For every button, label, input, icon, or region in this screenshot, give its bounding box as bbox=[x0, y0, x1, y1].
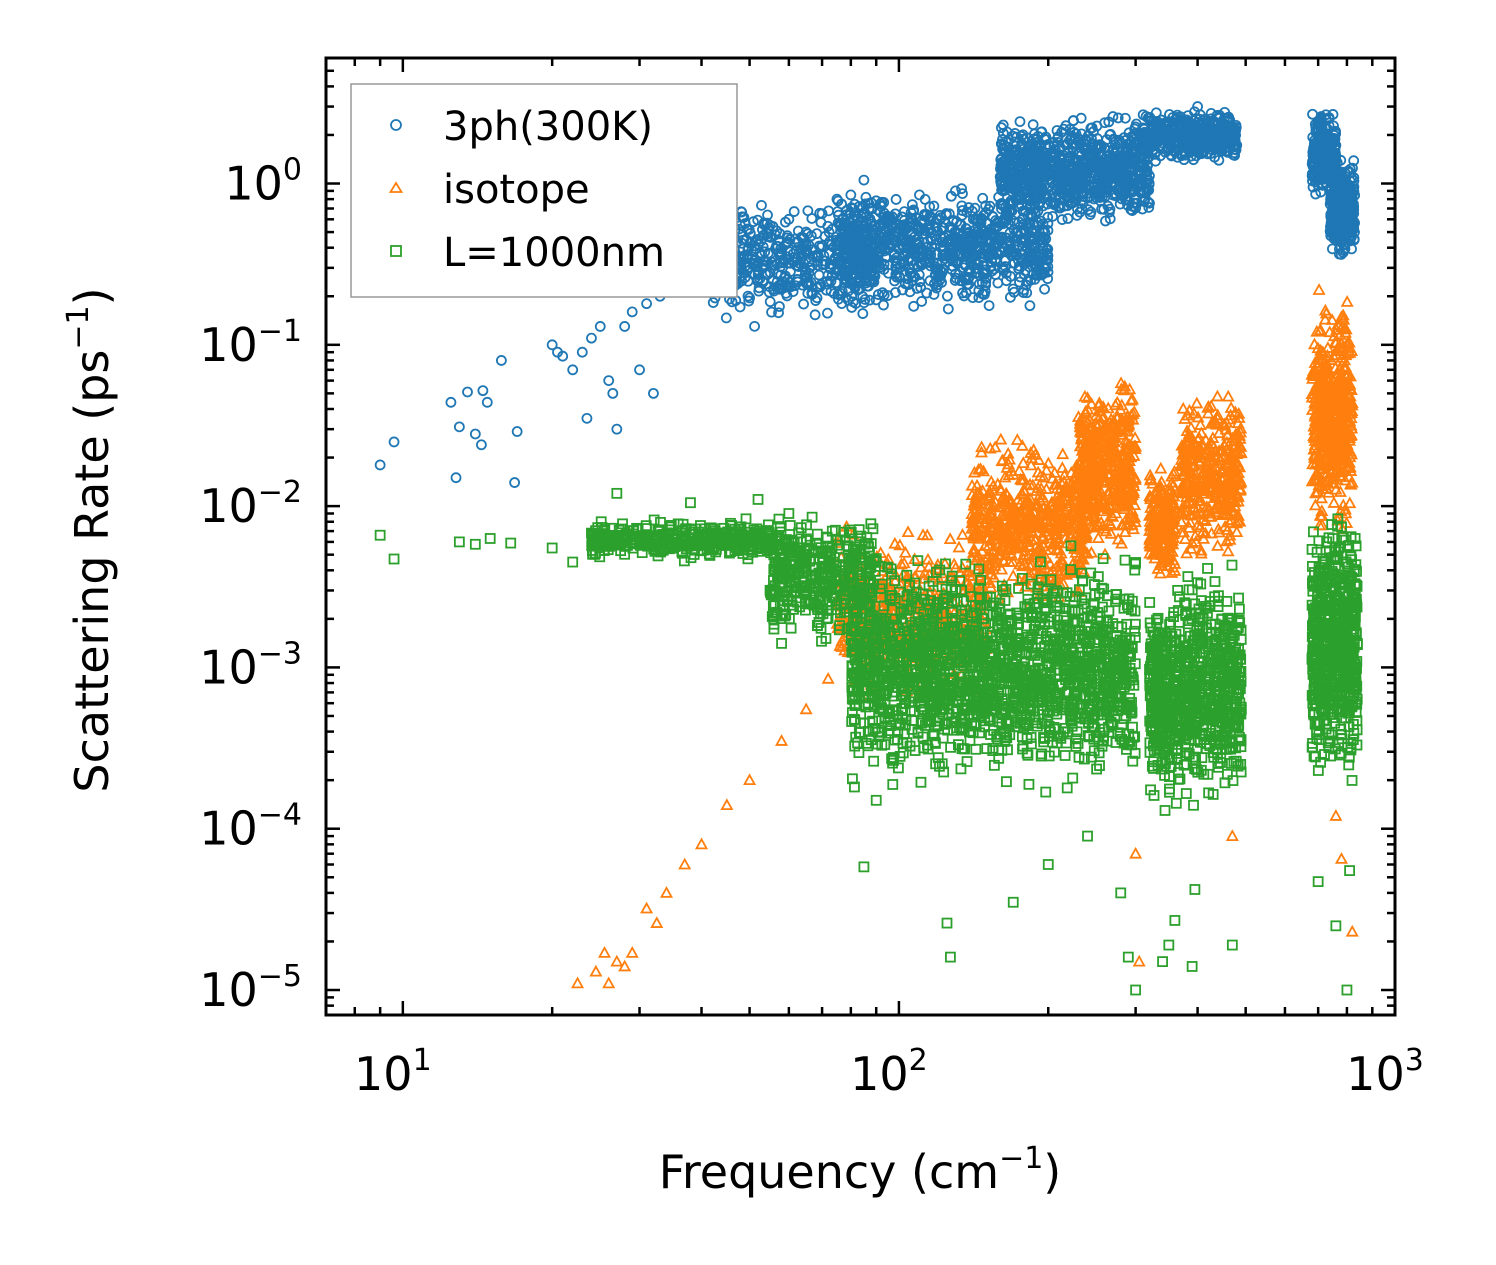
point-0-0-439 bbox=[749, 320, 760, 332]
point-0-0-69 bbox=[857, 308, 869, 319]
point-0-0-405 bbox=[776, 249, 787, 260]
point-0-0-420 bbox=[764, 281, 775, 293]
point-0-0-431 bbox=[764, 296, 776, 308]
point-0-0-330 bbox=[806, 287, 818, 299]
point-0-0-486 bbox=[766, 306, 777, 318]
point-0-0-213 bbox=[773, 307, 784, 319]
point-0-1-291 bbox=[957, 188, 968, 200]
point-0-0-493 bbox=[782, 236, 793, 248]
point-0-1-288 bbox=[942, 303, 954, 315]
point-0-1-133 bbox=[908, 300, 920, 312]
point-0-0-29 bbox=[870, 294, 882, 306]
point-0-0-234 bbox=[742, 244, 754, 256]
point-0-0-166 bbox=[756, 199, 767, 211]
point-0-1-320 bbox=[928, 289, 940, 300]
point-0-0-478 bbox=[761, 217, 773, 229]
point-0-0-412 bbox=[771, 276, 783, 288]
point-0-1-373 bbox=[928, 200, 940, 212]
point-0-0-100 bbox=[802, 287, 814, 299]
point-0-1-169 bbox=[916, 296, 928, 307]
point-0-0-468 bbox=[751, 261, 762, 273]
point-0-0-464 bbox=[740, 234, 752, 246]
point-0-0-40 bbox=[742, 290, 754, 302]
point-0-0-417 bbox=[736, 211, 748, 223]
point-0-0-339 bbox=[743, 295, 755, 307]
point-0-0-480 bbox=[793, 261, 805, 272]
point-0-0-481 bbox=[796, 247, 807, 259]
point-0-0-224 bbox=[847, 296, 859, 308]
point-0-0-382 bbox=[707, 297, 719, 309]
point-0-0-46 bbox=[798, 298, 809, 310]
point-0-0-118 bbox=[822, 307, 833, 319]
point-0-0-344 bbox=[814, 281, 826, 293]
plot-area bbox=[374, 101, 1363, 996]
point-0-0-360 bbox=[765, 248, 776, 260]
point-0-0-471 bbox=[812, 251, 824, 262]
point-0-0-425 bbox=[774, 301, 785, 312]
point-0-0-494 bbox=[768, 259, 779, 271]
point-0-0-376 bbox=[789, 280, 801, 292]
point-0-0-229 bbox=[822, 220, 834, 232]
point-0-0-435 bbox=[821, 276, 833, 287]
point-0-0-459 bbox=[747, 257, 759, 269]
point-0-0-141 bbox=[806, 213, 818, 224]
point-0-1-57 bbox=[983, 300, 995, 312]
point-0-0-465 bbox=[741, 250, 753, 262]
point-0-0-271 bbox=[809, 309, 821, 321]
point-0-0-492 bbox=[774, 261, 786, 273]
point-0-1-241 bbox=[921, 287, 933, 299]
point-0-0-496 bbox=[803, 267, 815, 279]
point-0-0-329 bbox=[846, 302, 858, 313]
point-0-0-132 bbox=[825, 275, 837, 287]
point-0-0-434 bbox=[831, 277, 843, 289]
point-0-0-393 bbox=[752, 273, 764, 285]
point-0-0-231 bbox=[720, 312, 732, 324]
point-0-0-441 bbox=[813, 240, 825, 252]
point-0-0-495 bbox=[787, 286, 799, 298]
point-0-0-408 bbox=[752, 214, 764, 226]
point-0-0-484 bbox=[836, 298, 848, 309]
point-0-1-297 bbox=[1021, 287, 1033, 299]
point-0-0-489 bbox=[758, 255, 770, 267]
point-0-0-386 bbox=[750, 243, 761, 255]
point-0-0-418 bbox=[752, 269, 764, 280]
point-0-0-117 bbox=[788, 206, 800, 217]
point-0-0-463 bbox=[795, 243, 807, 255]
point-0-0-399 bbox=[781, 230, 793, 242]
point-0-1-217 bbox=[941, 290, 953, 302]
point-0-0-422 bbox=[775, 243, 787, 255]
series-layer bbox=[374, 101, 1363, 996]
